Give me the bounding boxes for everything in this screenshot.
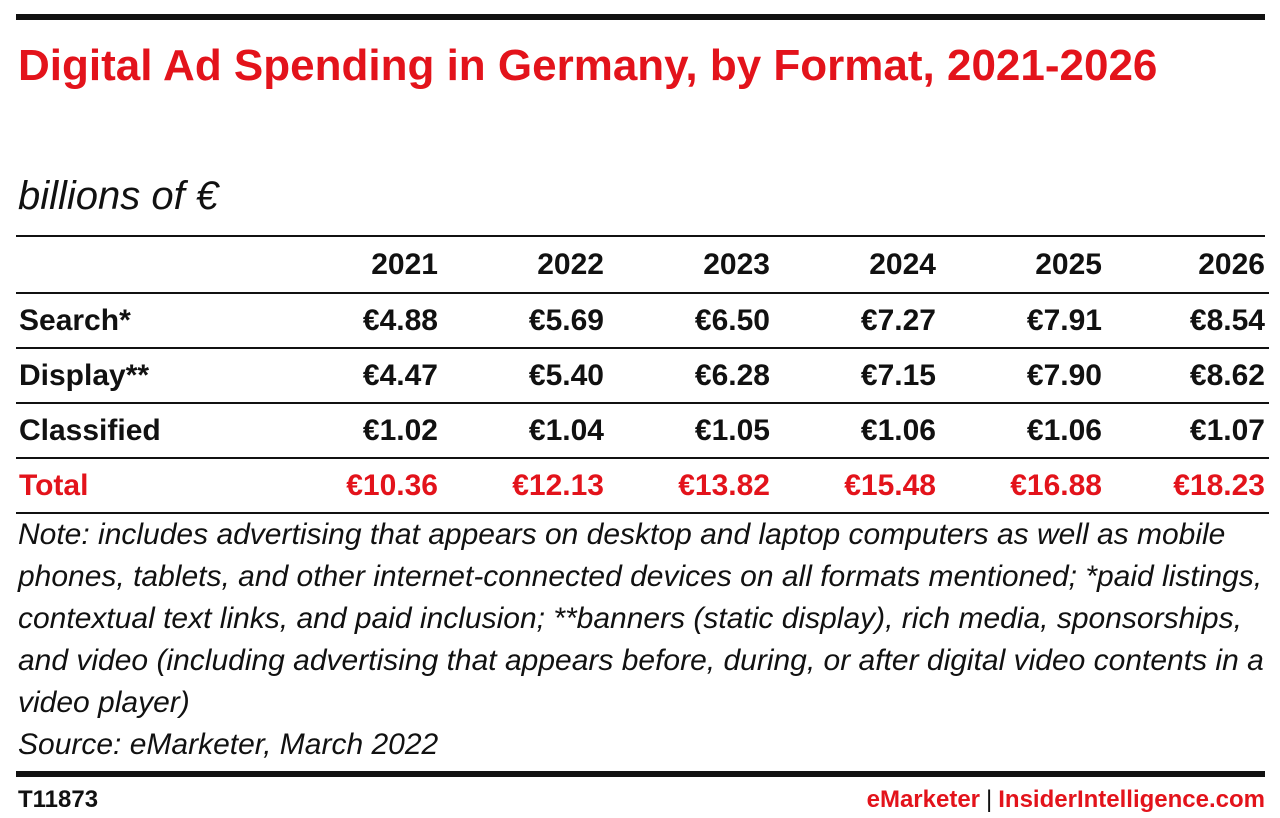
table-cell: €4.88 bbox=[276, 292, 442, 348]
table-cell: €1.05 bbox=[608, 402, 774, 458]
table-cell: €1.06 bbox=[774, 402, 940, 458]
year-header: 2022 bbox=[537, 247, 604, 281]
table-cell: €7.27 bbox=[774, 292, 940, 348]
brand-separator: | bbox=[986, 786, 993, 813]
year-header: 2025 bbox=[1035, 247, 1102, 281]
table-body: Search* €4.88 €5.69 €6.50 €7.27 €7.91 €8… bbox=[16, 292, 1269, 514]
row-label: Search* bbox=[16, 292, 276, 348]
table-cell: €4.47 bbox=[276, 347, 442, 403]
table-cell: €8.62 bbox=[1106, 347, 1269, 403]
table-cell: €1.06 bbox=[940, 402, 1106, 458]
note-text: Note: includes advertising that appears … bbox=[18, 518, 1264, 719]
chart-title: Digital Ad Spending in Germany, by Forma… bbox=[18, 41, 1158, 90]
header-blank-cell bbox=[16, 237, 276, 293]
row-label: Total bbox=[16, 457, 276, 514]
row-label: Display** bbox=[16, 347, 276, 403]
table-cell: €6.50 bbox=[608, 292, 774, 348]
brand-emarketer: eMarketer bbox=[866, 786, 981, 813]
table-cell: €15.48 bbox=[774, 457, 940, 514]
footnote: Note: includes advertising that appears … bbox=[18, 514, 1266, 766]
year-header: 2026 bbox=[1198, 247, 1265, 281]
table-cell: €7.15 bbox=[774, 347, 940, 403]
chart-id: T11873 bbox=[18, 786, 99, 813]
brand-footer: eMarketer | InsiderIntelligence.com bbox=[867, 786, 1265, 814]
table-cell: €12.13 bbox=[442, 457, 608, 514]
brand-insider-intelligence: InsiderIntelligence.com bbox=[998, 786, 1265, 813]
header-row: 2021 2022 2023 2024 2025 2026 bbox=[16, 237, 1269, 293]
table-cell: €10.36 bbox=[276, 457, 442, 514]
table-cell: €5.69 bbox=[442, 292, 608, 348]
table-row-classified: Classified €1.02 €1.04 €1.05 €1.06 €1.06… bbox=[16, 402, 1269, 458]
year-header: 2024 bbox=[869, 247, 936, 281]
table-cell: €8.54 bbox=[1106, 292, 1269, 348]
table-cell: €1.04 bbox=[442, 402, 608, 458]
row-label: Classified bbox=[16, 402, 276, 458]
table-cell: €5.40 bbox=[442, 347, 608, 403]
table-cell: €13.82 bbox=[608, 457, 774, 514]
table-cell: €18.23 bbox=[1106, 457, 1269, 514]
table-cell: €7.90 bbox=[940, 347, 1106, 403]
table-cell: €6.28 bbox=[608, 347, 774, 403]
chart-subtitle: billions of € bbox=[18, 174, 219, 218]
table-row-display: Display** €4.47 €5.40 €6.28 €7.15 €7.90 … bbox=[16, 347, 1269, 403]
year-header: 2023 bbox=[703, 247, 770, 281]
table-cell: €16.88 bbox=[940, 457, 1106, 514]
table-cell: €1.02 bbox=[276, 402, 442, 458]
table-row-total: Total €10.36 €12.13 €13.82 €15.48 €16.88… bbox=[16, 457, 1269, 514]
source-text: Source: eMarketer, March 2022 bbox=[18, 728, 439, 761]
data-table: 2021 2022 2023 2024 2025 2026 Search* €4… bbox=[16, 237, 1269, 514]
top-rule bbox=[16, 14, 1265, 20]
table-header: 2021 2022 2023 2024 2025 2026 bbox=[16, 237, 1269, 293]
table-cell: €1.07 bbox=[1106, 402, 1269, 458]
table-row-search: Search* €4.88 €5.69 €6.50 €7.27 €7.91 €8… bbox=[16, 292, 1269, 348]
table-cell: €7.91 bbox=[940, 292, 1106, 348]
table-top-rule bbox=[16, 235, 1265, 237]
bottom-rule bbox=[16, 771, 1265, 777]
year-header: 2021 bbox=[371, 247, 438, 281]
